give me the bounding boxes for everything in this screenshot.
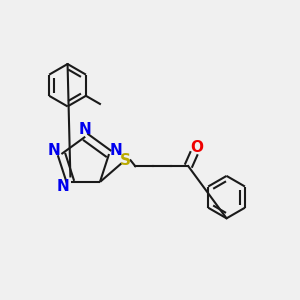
Text: N: N — [79, 122, 92, 137]
Text: N: N — [48, 143, 60, 158]
Text: S: S — [119, 153, 130, 168]
Text: O: O — [190, 140, 203, 155]
Text: N: N — [57, 179, 70, 194]
Text: N: N — [110, 143, 123, 158]
